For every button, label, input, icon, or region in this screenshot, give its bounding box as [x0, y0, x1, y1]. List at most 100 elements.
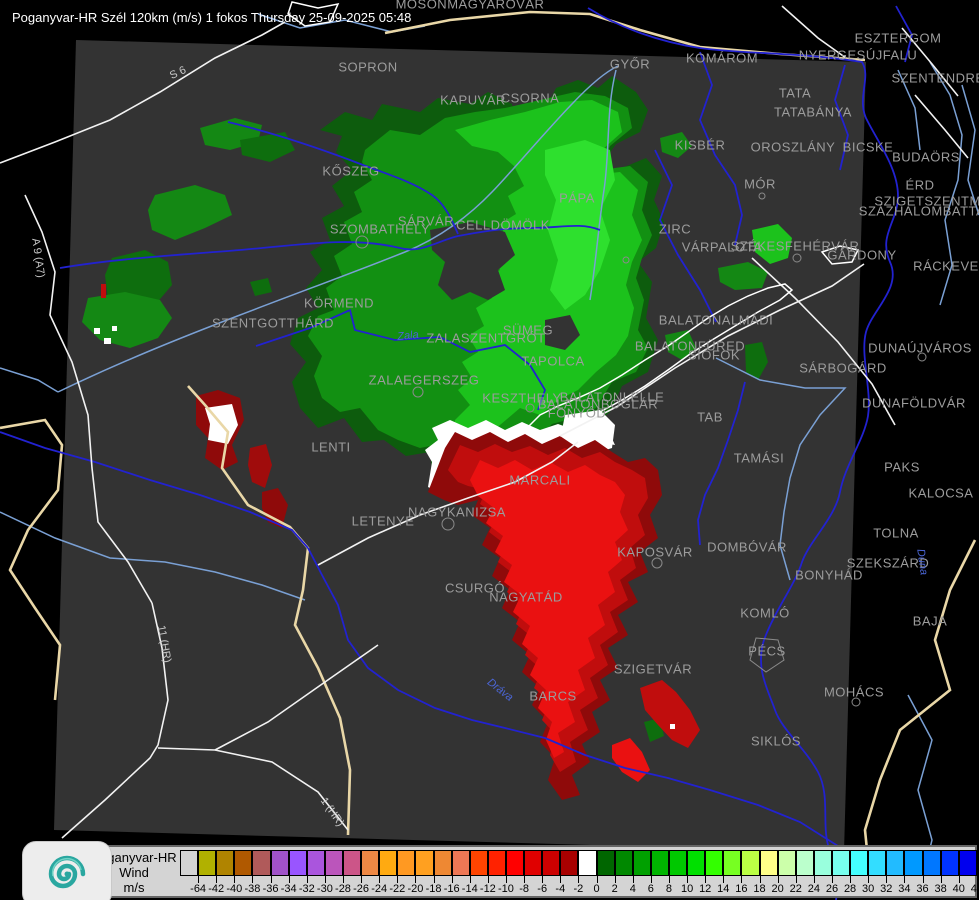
legend-tick-label: -24 — [371, 883, 388, 895]
legend-tick-label: -10 — [498, 883, 514, 895]
legend-color-box — [940, 850, 959, 876]
lakes — [287, 1, 860, 435]
legend-tick-label: -16 — [443, 883, 460, 895]
legend-tick-label: -18 — [425, 883, 442, 895]
legend-tick — [216, 876, 218, 883]
legend-color-box — [687, 850, 706, 876]
legend-tick — [741, 876, 743, 883]
legend-color-box — [270, 850, 289, 876]
legend-panel: Poganyvar-HR Wind m/s -64 -42 -40 -38 -36 -34… — [83, 845, 979, 898]
legend-tick-label: -34 — [280, 883, 297, 895]
legend-tick — [705, 876, 707, 883]
lake-ferto — [287, 1, 340, 27]
legend-color-box — [379, 850, 398, 876]
cyclone-spiral-icon — [48, 855, 86, 889]
legend-tick-label: 4 — [629, 883, 636, 895]
legend-color-box — [324, 850, 343, 876]
legend-color-box — [904, 850, 923, 876]
legend-tick — [524, 876, 526, 883]
legend-color-box — [741, 850, 760, 876]
legend-tick — [342, 876, 344, 883]
legend-color-box — [469, 850, 488, 876]
legend-tick-label: -20 — [407, 883, 424, 895]
legend-color-box — [958, 850, 977, 876]
legend-tick — [469, 876, 471, 883]
legend-tick-label: 28 — [843, 883, 857, 895]
app-logo — [22, 841, 112, 900]
legend-color-box — [596, 850, 615, 876]
legend-tick-label: 36 — [916, 883, 929, 895]
legend-color-box — [198, 850, 217, 876]
legend-tick-label: 2 — [611, 883, 618, 895]
legend-tick-label: -6 — [537, 883, 548, 895]
legend-tick — [650, 876, 652, 883]
legend-color-box — [451, 850, 470, 876]
legend-tick-label: 34 — [898, 883, 911, 895]
legend-tick — [451, 876, 453, 883]
legend-tick-label: -26 — [353, 883, 370, 895]
legend-tick — [777, 876, 779, 883]
map-title: Poganyvar-HR Szél 120km (m/s) 1 fokos Th… — [12, 10, 412, 25]
legend-tick-label: 6 — [647, 883, 654, 895]
legend-color-box — [180, 850, 199, 876]
legend-color-box — [487, 850, 506, 876]
legend-color-box — [505, 850, 525, 876]
lake-velence — [820, 245, 860, 265]
legend-tick-label: 26 — [825, 883, 839, 895]
legend-tick-label: -14 — [461, 883, 478, 895]
legend-tick — [198, 876, 200, 883]
legend-tick — [976, 876, 978, 883]
legend-tick — [415, 876, 417, 883]
legend-color-box — [759, 850, 778, 876]
legend-tick — [560, 876, 562, 883]
legend-tick-label: 16 — [735, 883, 748, 895]
legend-tick-label: 10 — [680, 883, 694, 895]
legend-color-box — [850, 850, 869, 876]
legend-tick-label: 20 — [771, 883, 784, 895]
legend-color-box — [868, 850, 887, 876]
legend-tick — [759, 876, 761, 883]
legend-color-box — [578, 850, 597, 876]
legend-tick — [234, 876, 236, 883]
rivers-dark — [0, 5, 913, 900]
legend-tick — [723, 876, 725, 883]
legend-tick — [270, 876, 272, 883]
legend-color-box — [234, 850, 253, 876]
legend-tick — [433, 876, 435, 883]
legend-tick-label: -2 — [573, 883, 584, 895]
legend-color-box — [397, 850, 416, 876]
legend-tick — [795, 876, 797, 883]
legend-tick — [850, 876, 852, 883]
legend-tick-label: -22 — [389, 883, 406, 895]
legend-tick-label: 18 — [753, 883, 766, 895]
legend-tick — [397, 876, 399, 883]
legend-product: Poganyvar-HR — [91, 850, 177, 865]
legend-tick-label: 22 — [789, 883, 802, 895]
legend-tick — [324, 876, 326, 883]
legend-tick — [542, 876, 544, 883]
legend-color-box — [415, 850, 434, 876]
legend-color-box — [795, 850, 814, 876]
legend-color-box — [813, 850, 832, 876]
legend-color-box — [614, 850, 633, 876]
legend-tick — [252, 876, 254, 883]
legend-tick-label: -64 — [190, 883, 207, 895]
legend-tick-label: 8 — [665, 883, 673, 895]
legend-tick — [487, 876, 489, 883]
legend-color-box — [705, 850, 724, 876]
legend-color-box — [342, 850, 362, 876]
legend-color-box — [560, 850, 579, 876]
radar-echoes — [82, 76, 792, 800]
legend-tick — [632, 876, 634, 883]
legend-tick — [505, 876, 507, 883]
legend-tick-label: 24 — [807, 883, 820, 895]
legend-tick-label: -42 — [208, 883, 225, 895]
legend-tick — [687, 876, 689, 883]
legend-tick — [886, 876, 888, 883]
legend-color-box — [632, 850, 651, 876]
legend-color-box — [433, 850, 452, 876]
legend-tick-label: 40 — [952, 883, 965, 895]
legend-color-box — [831, 850, 851, 876]
legend-tick — [813, 876, 815, 883]
legend-tick — [614, 876, 616, 883]
